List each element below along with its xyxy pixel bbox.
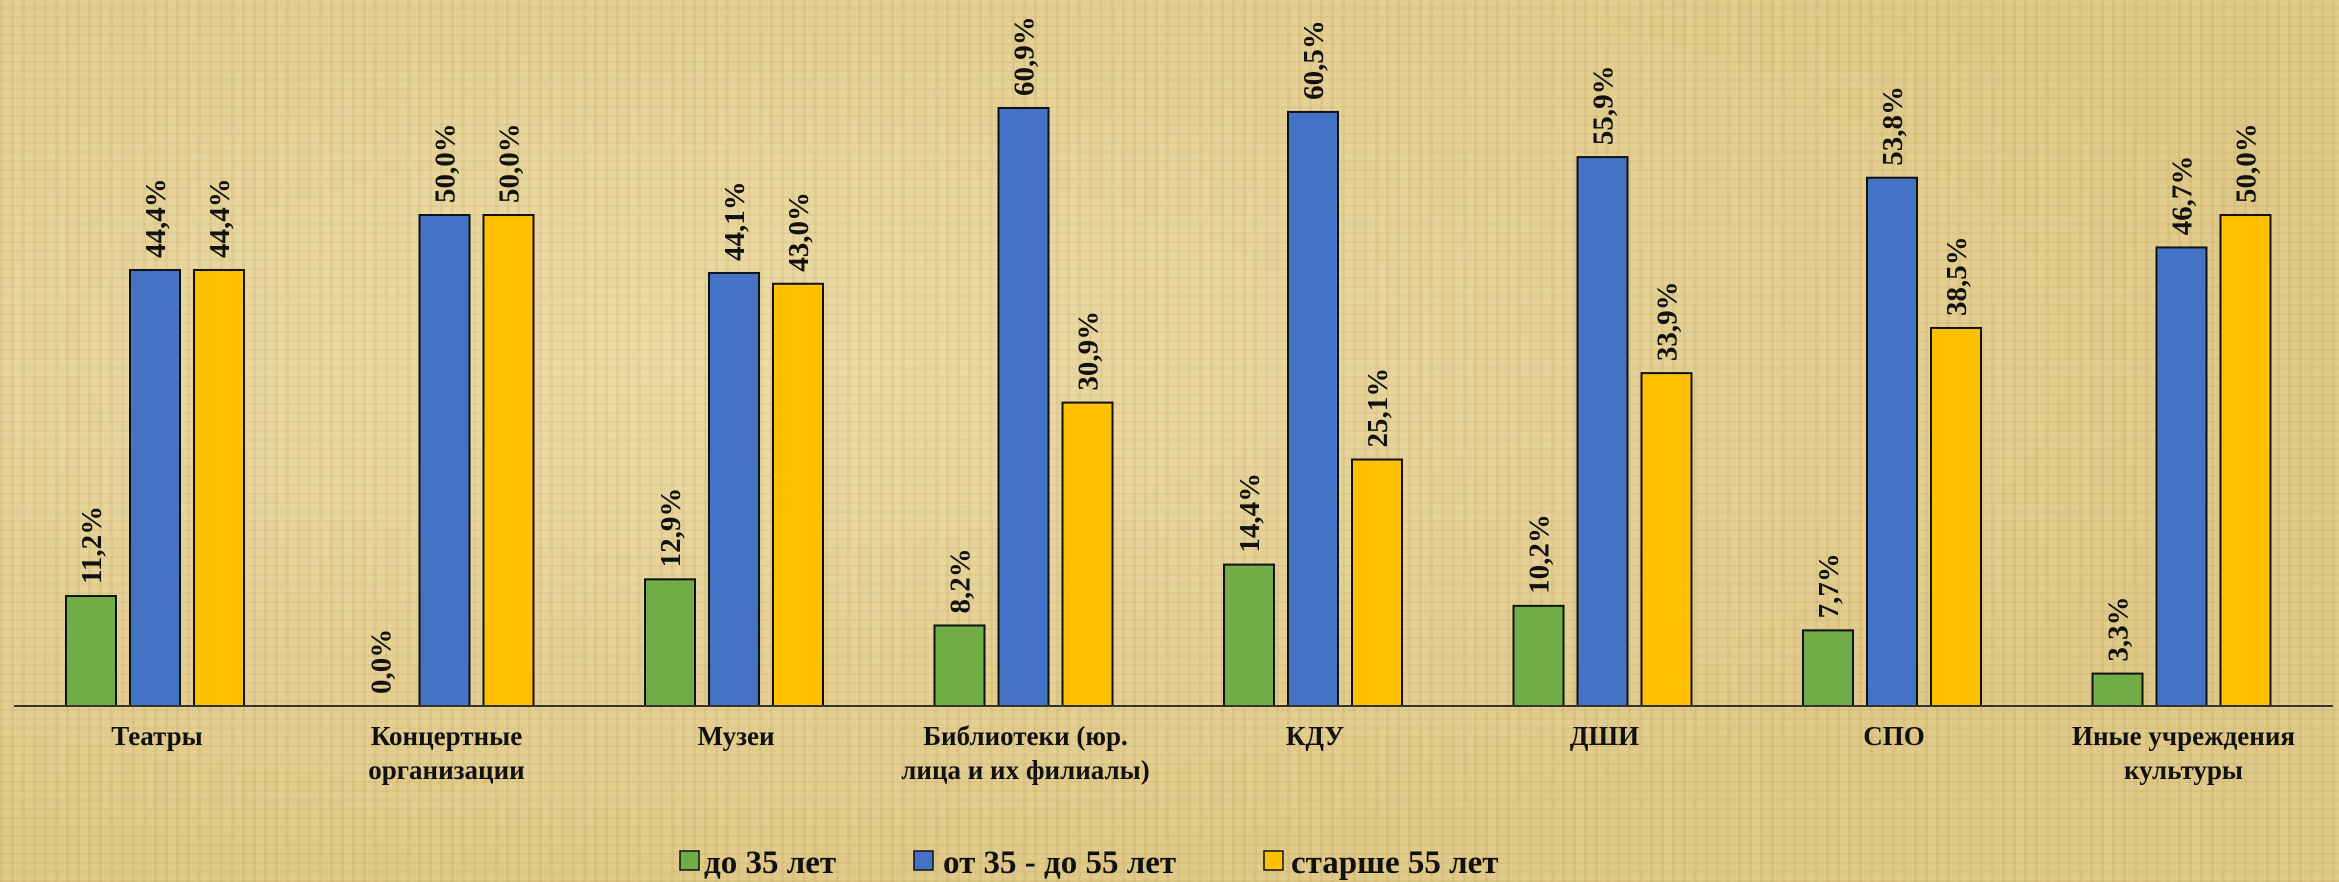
value-label: 11,2%	[76, 506, 108, 584]
value-label: 55,9%	[1588, 65, 1620, 145]
value-label: 44,4%	[140, 178, 172, 258]
bar-2-7	[1866, 176, 1918, 707]
value-label: 0,0%	[366, 629, 398, 694]
category-label: Музеи	[697, 721, 774, 751]
bar-2-5	[1287, 110, 1339, 708]
value-label: 46,7%	[2167, 156, 2199, 236]
legend-label-3: старше 55 лет	[1291, 845, 1499, 881]
category-label: Иные учреждения культуры	[2072, 721, 2295, 785]
value-label: 8,2%	[945, 548, 977, 613]
value-label: 14,4%	[1234, 473, 1266, 553]
value-label: 60,5%	[1298, 20, 1330, 100]
value-label: 10,2%	[1524, 514, 1556, 594]
legend-label-1: до 35 лет	[704, 845, 836, 881]
value-label: 60,9%	[1009, 16, 1041, 96]
category-label: Библиотеки (юр. лица и их филиалы)	[901, 721, 1150, 785]
bar-2-8	[2155, 246, 2208, 707]
legend-swatch-1	[679, 850, 700, 871]
bar-2-2	[418, 214, 471, 708]
bar-3-3	[772, 282, 824, 707]
bar-3-5	[1351, 458, 1403, 707]
bar-3-8	[2219, 214, 2272, 708]
value-label: 50,0%	[430, 123, 462, 203]
category-label: КДУ	[1286, 721, 1344, 751]
value-label: 43,0%	[783, 192, 815, 272]
legend: до 35 лет от 35 - до 55 лет старше 55 лет	[679, 845, 1499, 881]
bar-1-6	[1512, 604, 1565, 707]
bar-3-7	[1930, 326, 1982, 707]
bar-1-7	[1802, 629, 1854, 707]
bar-3-1	[193, 269, 245, 707]
legend-swatch-2	[913, 850, 934, 871]
bar-1-8	[2091, 672, 2144, 708]
value-label: 50,0%	[2231, 123, 2263, 203]
bar-1-5	[1223, 563, 1275, 708]
value-label: 33,9%	[1652, 281, 1684, 361]
category-label: СПО	[1863, 721, 1925, 751]
value-label: 25,1%	[1362, 368, 1394, 448]
value-labels-layer: 11,2% 44,4% 44,4% 0,0% 50,0% 50,0% 12,9% 44,1% 4…	[76, 16, 2263, 694]
value-label: 53,8%	[1877, 86, 1909, 166]
value-label: 44,1%	[719, 181, 751, 261]
legend-swatch-3	[1263, 850, 1284, 871]
value-label: 38,5%	[1941, 236, 1973, 316]
category-label: Концертные организации	[368, 721, 524, 785]
bar-3-2	[482, 214, 535, 708]
bar-2-4	[997, 107, 1050, 707]
category-labels-layer: Театры Концертные организации Музеи Библиоте…	[111, 721, 2295, 785]
value-label: 30,9%	[1073, 311, 1105, 391]
legend-label-2: от 35 - до 55 лет	[943, 845, 1176, 881]
bar-2-6	[1576, 156, 1629, 708]
value-label: 44,4%	[204, 178, 236, 258]
bar-1-3	[644, 578, 696, 708]
bars-layer	[65, 107, 2272, 708]
bar-2-1	[129, 269, 181, 707]
value-label: 3,3%	[2103, 596, 2135, 661]
bar-3-4	[1061, 401, 1114, 707]
bar-3-6	[1640, 372, 1693, 707]
bar-2-3	[708, 271, 760, 707]
category-label: Театры	[111, 721, 202, 751]
value-label: 7,7%	[1813, 553, 1845, 618]
value-label: 50,0%	[494, 123, 526, 203]
bar-1-4	[933, 624, 986, 708]
category-label: ДШИ	[1570, 721, 1639, 751]
value-label: 12,9%	[655, 488, 687, 568]
bar-1-1	[65, 595, 117, 708]
